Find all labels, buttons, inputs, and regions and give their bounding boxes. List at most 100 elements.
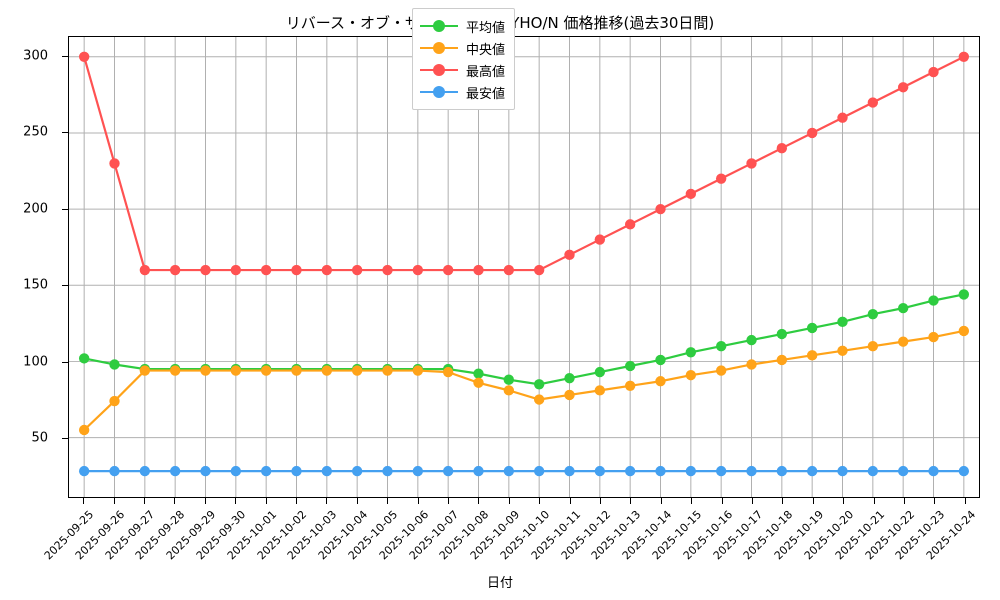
data-point [473,368,484,379]
x-tick-mark [326,498,328,504]
data-point [230,465,242,477]
x-tick-mark [964,498,966,504]
data-point [412,465,424,477]
data-point [109,158,120,169]
data-point [897,82,909,93]
legend-label: 最安値 [466,86,506,102]
data-point [321,365,333,376]
data-point [291,465,302,477]
x-axis-label: 日付 [486,576,513,591]
data-point [291,365,302,376]
data-point [442,264,454,276]
data-point [624,465,636,477]
x-tick-mark [904,498,906,504]
chart-legend: 平均値 中央値 最高値最安値 [412,8,516,110]
data-point [594,465,606,477]
data-point [503,465,515,477]
legend-item-2[interactable]: 最高値 [420,59,505,81]
legend-item-3[interactable]: 最安値 [420,81,505,103]
data-point [958,51,970,62]
data-point [867,97,879,108]
data-point [564,465,575,477]
y-tick-label: 250 [23,124,48,140]
data-point [746,334,757,346]
legend-item-0[interactable]: 平均値 [420,15,505,37]
data-point [806,322,818,334]
y-tick-mark [62,438,68,440]
data-point [776,143,788,154]
y-tick-label: 50 [31,430,48,446]
data-point [78,424,90,436]
legend-item-1[interactable]: 中央値 [420,37,505,59]
data-point [382,465,393,477]
y-tick-mark [62,208,68,210]
series-line-2 [83,55,965,272]
data-point [473,264,484,276]
x-tick-mark [600,498,602,504]
data-point [715,341,727,352]
data-point [594,385,606,396]
data-point [473,377,484,388]
x-tick-mark [873,498,875,504]
data-point [109,395,120,407]
data-point [78,51,90,62]
data-point [837,112,848,123]
data-point [897,302,909,314]
data-point [230,264,242,276]
x-tick-mark [296,498,298,504]
data-point [776,465,788,477]
x-tick-mark [417,498,419,504]
data-point [533,394,545,405]
data-point [260,264,272,276]
x-tick-mark [752,498,754,504]
x-tick-mark [843,498,845,504]
plot-area [68,36,980,498]
y-tick-mark [62,361,68,363]
data-point [351,365,363,376]
data-point [746,465,757,477]
data-point [928,331,939,343]
data-point [412,365,424,376]
data-point [928,66,939,78]
data-point [837,465,848,477]
data-point [837,316,848,328]
data-point [321,465,333,477]
data-point [230,365,242,376]
x-tick-mark [265,498,267,504]
x-tick-mark [569,498,571,504]
data-point [897,336,909,347]
y-tick-label: 150 [23,277,48,293]
data-point [685,465,697,477]
data-point [958,289,970,300]
x-tick-mark [630,498,632,504]
data-point [928,295,939,306]
data-point [200,465,211,477]
data-point [746,359,757,370]
x-tick-mark [174,498,176,504]
data-point [624,219,636,230]
x-tick-mark [235,498,237,504]
data-point [685,188,697,200]
x-tick-mark [934,498,936,504]
data-point [139,365,151,376]
data-point [169,465,181,477]
data-point [746,158,757,169]
data-point [958,465,970,477]
data-point [806,465,818,477]
data-point [564,389,575,401]
data-point [685,369,697,381]
x-tick-mark [721,498,723,504]
x-tick-mark [448,498,450,504]
y-axis-tick-labels: 50 100 150 200 250 300 [0,36,60,498]
x-tick-mark [83,498,85,504]
data-point [806,350,818,361]
data-point [533,264,545,276]
data-point [867,465,879,477]
data-point [655,203,666,215]
data-point [351,465,363,477]
data-point [837,345,848,356]
data-point [806,127,818,139]
data-point [928,465,939,477]
y-tick-label: 300 [23,48,48,64]
data-point [503,264,515,276]
